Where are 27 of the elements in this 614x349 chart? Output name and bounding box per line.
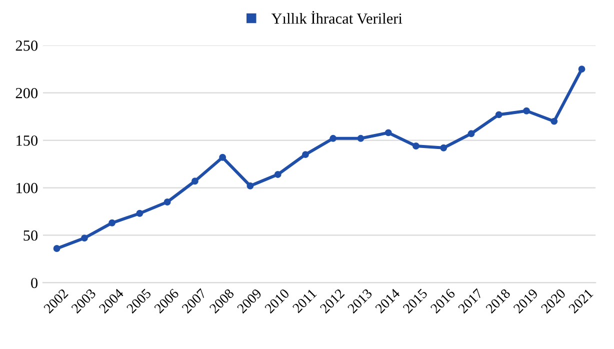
y-tick-label: 50 — [24, 230, 38, 241]
y-tick-label: 150 — [16, 135, 38, 146]
point — [219, 154, 226, 161]
point — [191, 178, 198, 185]
point — [246, 182, 254, 190]
point — [412, 142, 420, 150]
point — [440, 144, 448, 152]
legend-label: Yıllık İhracat Verileri — [271, 11, 402, 24]
point — [302, 151, 309, 158]
point — [80, 234, 88, 242]
point — [330, 134, 337, 142]
y-tick-label: 200 — [16, 88, 38, 98]
point — [468, 130, 475, 138]
point — [53, 245, 60, 252]
point — [550, 118, 558, 125]
point — [495, 111, 502, 118]
point — [578, 66, 586, 73]
point — [384, 129, 392, 136]
point — [523, 107, 530, 114]
y-tick-label: 0 — [31, 278, 38, 288]
point — [136, 210, 144, 217]
point — [164, 198, 171, 206]
point — [274, 171, 282, 178]
y-tick-label: 250 — [16, 40, 38, 51]
point — [108, 219, 116, 226]
point — [357, 134, 364, 142]
y-tick-label: 100 — [16, 182, 38, 194]
